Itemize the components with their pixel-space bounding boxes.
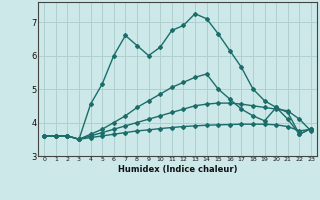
X-axis label: Humidex (Indice chaleur): Humidex (Indice chaleur) [118, 165, 237, 174]
